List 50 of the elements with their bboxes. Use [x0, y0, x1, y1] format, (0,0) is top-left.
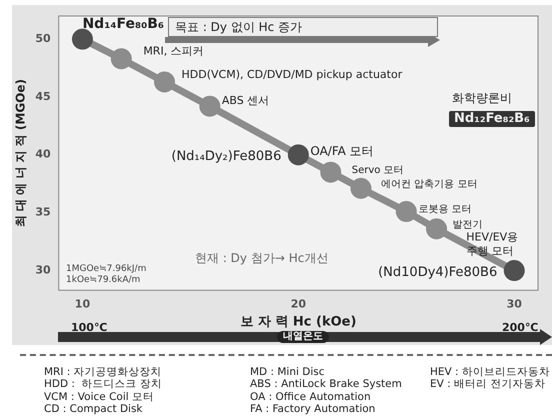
text: 100℃ — [71, 321, 108, 334]
text: HEV : 하이브리드자동차 — [430, 366, 550, 378]
y-tick-label: 40 — [35, 148, 52, 161]
annotation: 1kOe≒79.6kA/m — [66, 274, 140, 286]
annotation: 1MGOe≒7.96kJ/m — [66, 263, 146, 275]
point — [154, 71, 175, 92]
annotation: 로봇용 모터 — [418, 204, 472, 216]
text: FA : Factory Automation — [250, 403, 376, 415]
x-axis-title: 보 자 력 Hc (kOe) — [240, 314, 356, 330]
point — [350, 178, 372, 199]
point — [426, 218, 448, 240]
annotation: 발전기 — [452, 219, 483, 230]
y-tick-label: 30 — [35, 263, 52, 276]
text: ABS : AntiLock Brake System — [250, 378, 402, 390]
y-tick-label: 45 — [35, 90, 51, 103]
x-tick-label: 10 — [74, 298, 90, 311]
text: EV : 배터리 전기자동차 — [430, 378, 546, 390]
annotation: (Nd₁₄Dy₂)Fe80B6 — [171, 149, 282, 164]
y-axis-title: 최 대 에 너 지 적 (MGOe) — [13, 79, 28, 228]
text: CD : Compact Disk — [44, 403, 142, 415]
annotation: ABS 센서 — [222, 94, 270, 108]
annotation: 에어컨 압축기용 모터 — [380, 178, 478, 190]
point — [72, 28, 93, 50]
annotation: 화학량론비 — [452, 91, 512, 105]
point — [504, 260, 525, 282]
point — [199, 96, 220, 117]
annotation: HDD(VCM), CD/DVD/MD pickup actuator — [181, 68, 403, 81]
text: MD : Mini Disc — [250, 366, 324, 378]
annotation: OA/FA 모터 — [310, 144, 374, 158]
text: VCM : Voice Coil 모터 — [44, 391, 154, 403]
point — [320, 162, 342, 183]
y-tick-label: 50 — [35, 32, 52, 45]
text: 200℃ — [502, 321, 538, 334]
text: MRI : 자기공명화상장치 — [44, 366, 162, 378]
text: 내열온도 — [277, 331, 329, 343]
x-tick-label: 20 — [290, 298, 306, 311]
y-tick-label: 35 — [35, 206, 51, 219]
annotation: 현재 : Dy 첨가→ Hc개선 — [195, 251, 328, 265]
text: HDD : 하드디스크 장치 — [44, 378, 162, 390]
annotation: MRI, 스피커 — [143, 44, 204, 58]
annotation: Servo 모터 — [352, 164, 404, 176]
annotation: (Nd10Dy4)Fe80B6 — [378, 264, 498, 280]
x-tick-label: 30 — [506, 298, 522, 311]
text: OA : Office Automation — [250, 391, 371, 403]
annotation: Nd₁₄Fe₈₀B₆ — [82, 16, 164, 32]
annotation: 목표 : Dy 없이 Hc 증가 — [175, 19, 302, 35]
annotation: Nd₁₂Fe₈₂B₆ — [449, 111, 535, 127]
point — [288, 144, 309, 166]
point — [110, 48, 132, 70]
point — [396, 201, 417, 222]
